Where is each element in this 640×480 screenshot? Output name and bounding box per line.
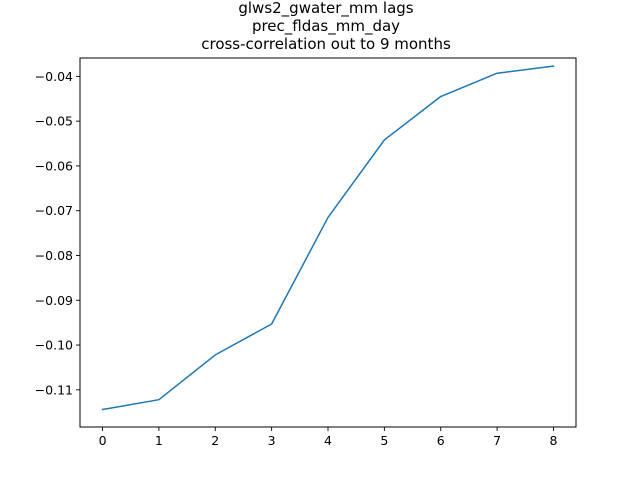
chart-title-line-3: cross-correlation out to 9 months (201, 35, 451, 53)
y-tick-label: −0.11 (35, 382, 73, 397)
y-tick-label: −0.07 (35, 203, 73, 218)
y-tick-label: −0.08 (35, 248, 73, 263)
x-tick-label: 2 (211, 433, 219, 448)
y-tick-label: −0.06 (35, 158, 73, 173)
x-tick-label: 5 (380, 433, 388, 448)
chart-title: glws2_gwater_mm lags prec_fldas_mm_day c… (201, 0, 451, 53)
y-tick-label: −0.04 (35, 69, 73, 84)
x-tick-label: 4 (324, 433, 332, 448)
y-tick-label: −0.09 (35, 293, 73, 308)
plot-area: 0 1 2 3 4 5 6 7 8 −0.11 −0.10 −0.09 −0.08 −0.07 −0.06 −… (35, 57, 577, 448)
x-tick-label: 3 (268, 433, 276, 448)
chart-title-line-2: prec_fldas_mm_day (252, 17, 400, 36)
x-tick-label: 6 (437, 433, 445, 448)
series-line-0 (101, 65, 555, 411)
x-tick-label: 7 (493, 433, 501, 448)
axes-frame (79, 57, 577, 428)
x-tick-label: 8 (549, 433, 557, 448)
x-tick-label: 1 (155, 433, 163, 448)
y-tick-label: −0.10 (35, 338, 73, 353)
chart-title-line-1: glws2_gwater_mm lags (238, 0, 413, 18)
x-tick-label: 0 (99, 433, 107, 448)
y-tick-label: −0.05 (35, 114, 73, 129)
